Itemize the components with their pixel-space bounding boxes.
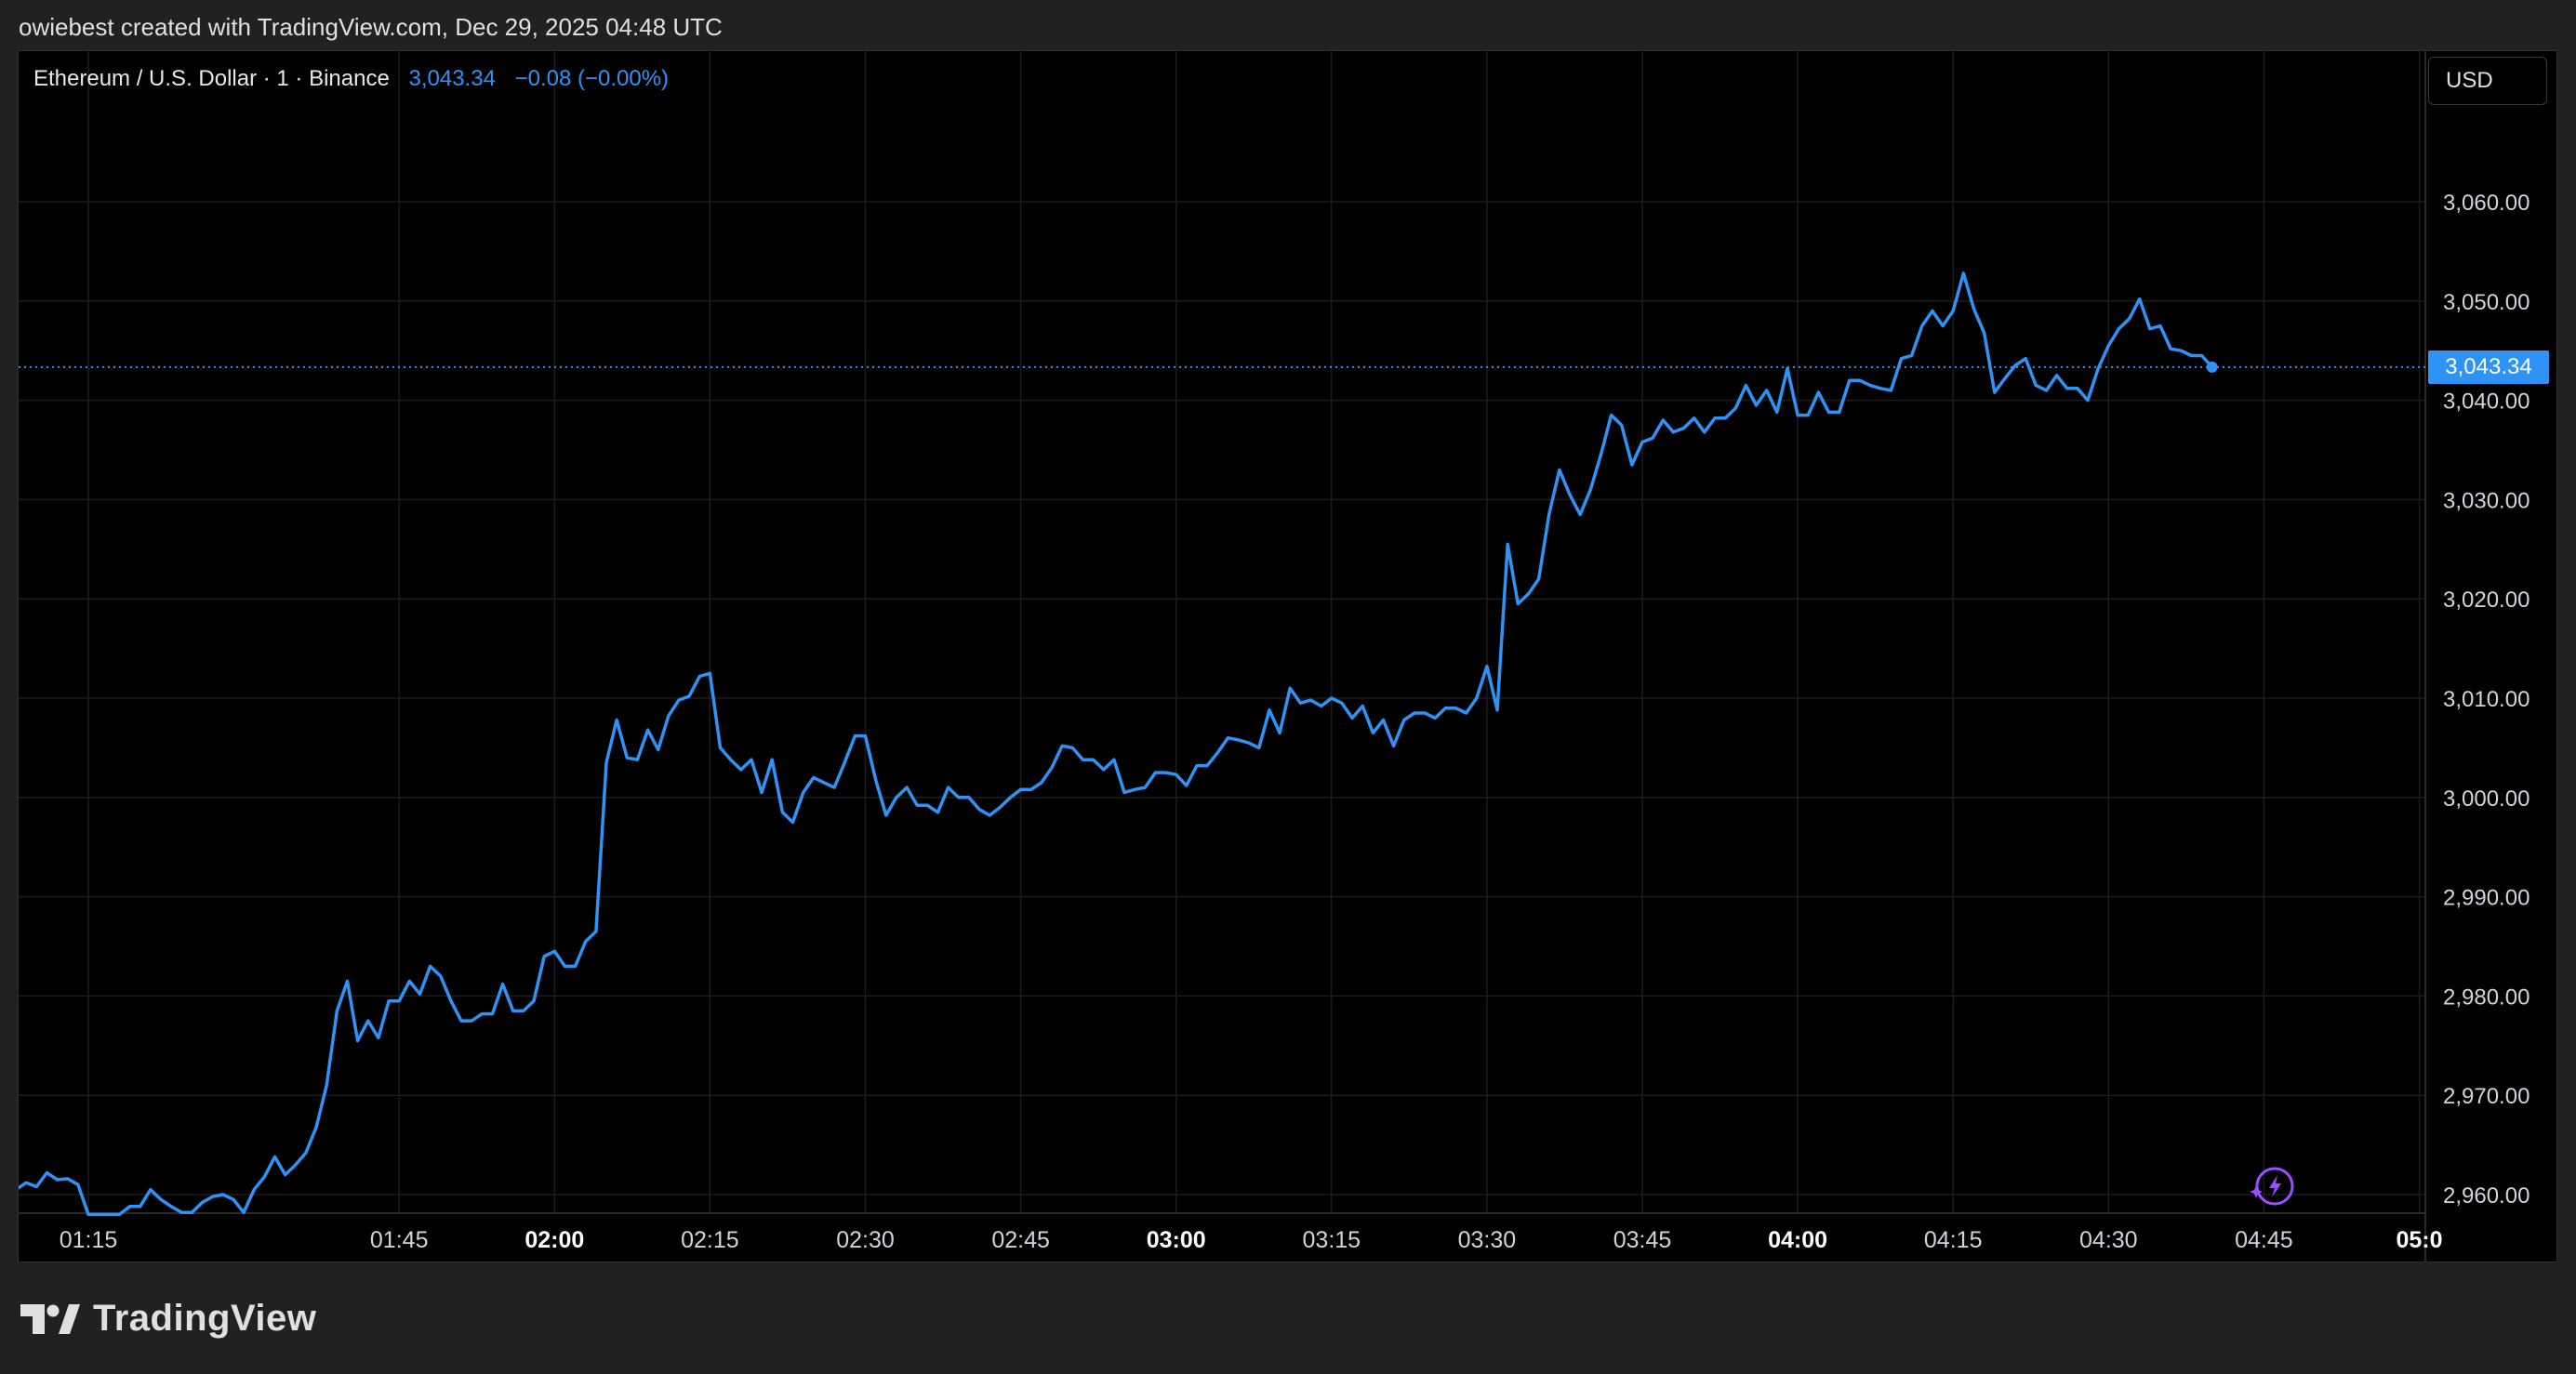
- x-tick-label: 03:00: [1147, 1227, 1206, 1253]
- x-tick-label: 03:45: [1613, 1227, 1672, 1253]
- legend-price: 3,043.34: [408, 66, 496, 91]
- symbol-name[interactable]: Ethereum / U.S. Dollar · 1 · Binance: [33, 66, 390, 91]
- x-tick-label: 02:45: [991, 1227, 1050, 1253]
- y-tick-label: 2,980.00: [2443, 984, 2530, 1010]
- x-tick-label: 01:45: [370, 1227, 429, 1253]
- price-chart[interactable]: 3,060.00 3,050.00 3,040.00 3,030.00 3,020.00…: [19, 51, 2557, 1262]
- x-tick-label: 04:45: [2235, 1227, 2293, 1253]
- last-price-tag: 3,043.34: [2428, 350, 2549, 384]
- chart-panel[interactable]: 3,060.00 3,050.00 3,040.00 3,030.00 3,020.00…: [18, 50, 2557, 1262]
- y-tick-label: 3,040.00: [2443, 390, 2530, 415]
- grid: [19, 51, 2425, 1213]
- x-tick-label: 03:30: [1458, 1227, 1517, 1253]
- x-tick-label: 02:30: [836, 1227, 895, 1253]
- x-tick-label: 02:15: [681, 1227, 739, 1253]
- x-tick-label: 04:00: [1768, 1227, 1827, 1253]
- y-tick-label: 2,990.00: [2443, 886, 2530, 911]
- x-tick-label: 01:15: [60, 1227, 118, 1253]
- y-tick-label: 3,010.00: [2443, 687, 2530, 712]
- x-tick-label: 04:15: [1924, 1227, 1983, 1253]
- tradingview-wordmark: TradingView: [93, 1298, 317, 1339]
- y-tick-label: 2,960.00: [2443, 1183, 2530, 1209]
- x-tick-label: 04:30: [2079, 1227, 2138, 1253]
- time-axis-labels: 01:15 01:45 02:00 02:15 02:30 02:45 03:00 03:15…: [60, 1227, 2443, 1253]
- y-tick-label: 2,970.00: [2443, 1084, 2530, 1109]
- lightning-badge-icon[interactable]: [2250, 1167, 2294, 1206]
- x-tick-label: 05:0: [2396, 1227, 2442, 1253]
- symbol-legend: Ethereum / U.S. Dollar · 1 · Binance 3,0…: [33, 66, 669, 92]
- x-tick-label: 03:15: [1303, 1227, 1361, 1253]
- y-tick-label: 3,060.00: [2443, 191, 2530, 216]
- price-axis-labels: 3,060.00 3,050.00 3,040.00 3,030.00 3,020.00…: [2443, 191, 2530, 1209]
- y-tick-label: 3,000.00: [2443, 786, 2530, 812]
- y-tick-label: 3,020.00: [2443, 588, 2530, 613]
- y-tick-label: 3,050.00: [2443, 290, 2530, 315]
- tradingview-logo[interactable]: TradingView: [20, 1298, 316, 1340]
- tradingview-logo-icon: [20, 1303, 80, 1334]
- y-tick-label: 3,030.00: [2443, 488, 2530, 513]
- price-series-line: [19, 271, 2214, 1217]
- last-price-dot: [2206, 361, 2218, 373]
- legend-change: −0.08 (−0.00%): [514, 66, 670, 91]
- x-tick-label: 02:00: [524, 1227, 584, 1253]
- currency-button[interactable]: USD: [2428, 57, 2547, 105]
- chart-caption: owiebest created with TradingView.com, D…: [19, 13, 723, 41]
